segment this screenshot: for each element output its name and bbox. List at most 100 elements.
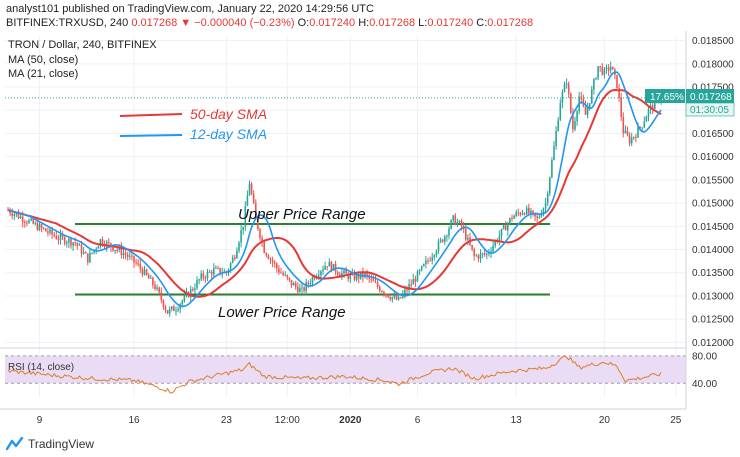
sma12-note: 12-day SMA: [190, 126, 267, 142]
price-tick-label: 0.012500: [692, 315, 734, 326]
candle-body: [341, 272, 343, 277]
candle-body: [399, 297, 402, 299]
candle-body: [481, 253, 484, 255]
candle-body: [265, 252, 268, 256]
candle-body: [357, 274, 360, 279]
candle-body: [391, 297, 394, 300]
candle-body: [171, 306, 173, 310]
price-tick-label: 0.016500: [692, 129, 734, 140]
candle-body: [160, 292, 163, 301]
candle-body: [511, 217, 513, 219]
candle-body: [423, 264, 425, 267]
high-label: H:: [358, 17, 370, 29]
candle-body: [301, 287, 303, 289]
candle-body: [355, 274, 358, 280]
candle-body: [532, 210, 534, 213]
candle-body: [215, 267, 217, 269]
candle-body: [643, 121, 646, 128]
candle-body: [204, 277, 207, 279]
candle-body: [383, 291, 385, 295]
candle-body: [273, 262, 276, 264]
candle-body: [601, 66, 604, 75]
candle-body: [530, 210, 532, 214]
chart-canvas[interactable]: 0.0185000.0180000.0175000.0170000.016500…: [0, 31, 740, 435]
candle-body: [591, 89, 593, 103]
candle-body: [450, 220, 452, 229]
price-change: −0.000040 (−0.23%): [194, 17, 295, 29]
candle-body: [194, 288, 196, 291]
candle-body: [114, 249, 116, 251]
lower-range-label: Lower Price Range: [218, 304, 346, 321]
last-price: 0.017268: [131, 17, 178, 29]
ohlc-line: BITFINEX:TRXUSD, 240 0.017268 ▼ −0.00004…: [6, 17, 533, 29]
candle-body: [19, 216, 22, 219]
price-axis[interactable]: 0.0185000.0180000.0175000.0170000.016500…: [692, 36, 734, 349]
candle-body: [248, 183, 251, 196]
candle-body: [551, 160, 553, 178]
candle-body: [641, 127, 643, 129]
candle-body: [15, 213, 18, 215]
candle-body: [286, 275, 289, 278]
candle-body: [198, 279, 200, 281]
candle-body: [297, 286, 299, 293]
candle-body: [236, 250, 238, 259]
candle-body: [588, 102, 591, 108]
price-tick-label: 0.012000: [692, 338, 734, 349]
price-tick-label: 0.015500: [692, 175, 734, 186]
candle-body: [202, 273, 205, 278]
candle-body: [410, 284, 412, 286]
down-arrow-icon: ▼: [180, 17, 192, 29]
candle-body: [393, 295, 396, 298]
time-tick-label: 6: [415, 415, 421, 426]
price-ranges: [75, 222, 550, 296]
candle-body: [429, 260, 431, 262]
candle-body: [370, 278, 373, 280]
close-value: 0.017268: [487, 17, 534, 29]
time-axis[interactable]: 9 16 23 12:00 2020 6 13 20 25: [37, 415, 682, 426]
candle-body: [177, 309, 179, 311]
candle-body: [567, 83, 570, 94]
candle-body: [546, 193, 549, 203]
open-label: O:: [297, 17, 310, 29]
candle-body: [381, 291, 383, 293]
candle-body: [118, 247, 121, 251]
candle-body: [626, 130, 629, 136]
candle-body: [55, 236, 58, 239]
candle-body: [574, 121, 576, 130]
candle-body: [313, 277, 316, 279]
candle-body: [40, 224, 43, 228]
countdown-bg: [685, 102, 735, 117]
candle-body: [112, 247, 114, 251]
candle-body: [305, 282, 307, 291]
candle-body: [320, 271, 322, 276]
candle-body: [559, 103, 562, 121]
candle-body: [441, 239, 444, 242]
candle-body: [408, 284, 410, 291]
candle-body: [435, 251, 438, 256]
candle-body: [458, 221, 461, 223]
candle-body: [486, 253, 488, 255]
candle-body: [309, 283, 312, 285]
candle-body: [42, 227, 45, 229]
ma50-legend: MA (50, close): [8, 54, 78, 66]
time-tick-label: 25: [670, 415, 682, 426]
candle-body: [635, 136, 637, 138]
candle-body: [465, 229, 467, 240]
candle-body: [437, 241, 440, 252]
candle-body: [122, 253, 125, 256]
candle-body: [28, 220, 30, 224]
candle-body: [303, 287, 305, 291]
candle-body: [129, 255, 131, 257]
candle-body: [259, 229, 261, 239]
candle-body: [156, 287, 158, 289]
candle-body: [179, 304, 181, 310]
candle-body: [145, 269, 148, 275]
candle-body: [431, 257, 433, 261]
candle-body: [490, 251, 492, 253]
candle-body: [17, 213, 20, 219]
candle-body: [32, 218, 34, 224]
footer: TradingView: [6, 437, 94, 451]
candle-body: [175, 310, 177, 312]
candle-body: [76, 242, 79, 246]
candle-body: [557, 120, 559, 131]
